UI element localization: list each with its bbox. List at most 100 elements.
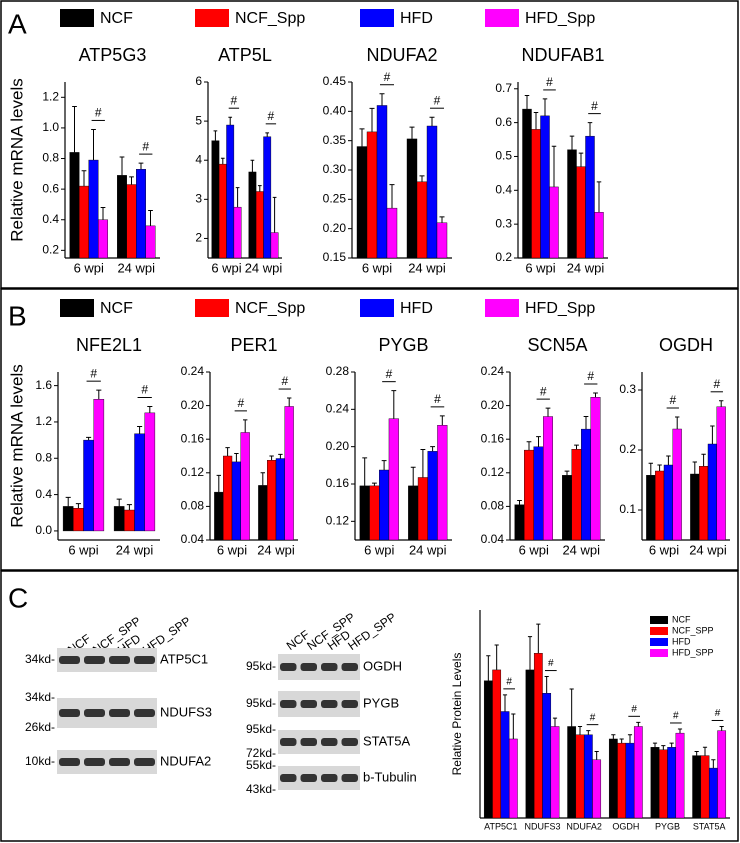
bar xyxy=(663,464,674,541)
bar xyxy=(567,149,577,259)
band-label: STAT5A xyxy=(363,733,411,748)
significance-label: # xyxy=(386,367,393,381)
error-bar xyxy=(657,464,662,471)
error-bar xyxy=(75,503,81,509)
significance-label: # xyxy=(141,383,148,397)
significance-label: # xyxy=(281,374,288,388)
y-tick-label: 3 xyxy=(195,192,202,206)
significance-label: # xyxy=(673,711,679,722)
error-bar xyxy=(439,216,445,223)
blot-band xyxy=(134,758,155,766)
legend-swatch xyxy=(60,299,94,317)
panel-label: B xyxy=(8,300,27,331)
bar xyxy=(707,443,718,541)
band-label: PYGB xyxy=(363,695,399,710)
y-tick-label: 0.15 xyxy=(323,250,347,264)
y-tick-label: 1.0 xyxy=(42,120,59,134)
error-bar xyxy=(257,185,262,192)
x-tick-label: 24 wpi xyxy=(567,260,605,275)
significance-label: # xyxy=(506,677,512,688)
bar xyxy=(408,485,419,541)
bar xyxy=(549,186,559,259)
bar xyxy=(369,485,380,541)
blot-band xyxy=(321,663,338,671)
bar xyxy=(124,509,135,532)
error-bar xyxy=(72,105,77,153)
bar xyxy=(617,742,627,819)
significance-label: # xyxy=(669,393,676,407)
x-tick-label: PYGB xyxy=(655,821,680,831)
bar xyxy=(98,219,108,259)
legend-label: NCF_Spp xyxy=(235,300,305,317)
error-bar xyxy=(594,750,599,760)
error-bar xyxy=(225,447,230,456)
y-tick-label: 0.20 xyxy=(326,439,350,453)
chart-title: OGDH xyxy=(659,335,713,355)
band-label: OGDH xyxy=(363,658,402,673)
bar xyxy=(233,206,242,259)
panel-frame xyxy=(0,0,739,289)
significance-label: # xyxy=(95,106,102,120)
error-bar xyxy=(675,416,680,429)
bar xyxy=(550,726,560,819)
error-bar xyxy=(545,407,551,417)
error-bar xyxy=(391,390,397,419)
y-tick-label: 5 xyxy=(195,113,202,127)
error-bar xyxy=(593,392,598,398)
y-tick-label: 0.4 xyxy=(495,182,512,196)
bar xyxy=(240,432,250,541)
bar xyxy=(144,412,156,532)
bar xyxy=(436,222,448,259)
y-tick-label: 0.8 xyxy=(35,450,52,464)
error-bar xyxy=(652,742,658,748)
bar xyxy=(524,449,534,541)
error-bar xyxy=(235,187,240,208)
error-bar xyxy=(220,157,225,165)
significance-label: # xyxy=(590,712,596,723)
legend-swatch xyxy=(195,9,229,27)
band-label: NDUFA2 xyxy=(160,753,211,768)
bar xyxy=(376,105,388,259)
y-tick-label: 0.20 xyxy=(181,398,205,412)
y-tick-label: 0.4 xyxy=(35,487,52,501)
bar xyxy=(542,693,552,819)
bar xyxy=(716,406,726,541)
y-tick-label: 0.12 xyxy=(181,465,205,479)
bar xyxy=(416,181,428,259)
bar xyxy=(533,446,544,541)
significance-label: # xyxy=(268,109,275,123)
blot-band xyxy=(109,758,130,766)
error-bar xyxy=(627,734,633,744)
bar xyxy=(69,152,80,259)
error-bar xyxy=(583,416,589,430)
error-bar xyxy=(359,128,365,147)
error-bar xyxy=(648,462,653,476)
bar xyxy=(699,466,709,541)
chart-title: ATP5L xyxy=(218,45,272,65)
y-tick-label: 0.6 xyxy=(495,115,512,129)
y-tick-label: 2 xyxy=(195,231,202,245)
error-bar xyxy=(661,745,666,750)
x-tick-label: NDUFA2 xyxy=(566,821,602,831)
chart-title: PER1 xyxy=(230,335,277,355)
error-bar xyxy=(701,453,706,467)
significance-label: # xyxy=(546,75,553,89)
legend-swatch xyxy=(60,9,94,27)
chart-title: NDUFAB1 xyxy=(521,45,604,65)
error-bar xyxy=(250,159,255,172)
x-tick-label: NDUFS3 xyxy=(524,821,560,831)
significance-label: # xyxy=(715,708,721,719)
y-tick-label: 0.6 xyxy=(42,181,59,195)
blot-band xyxy=(300,663,317,671)
y-tick-label: 0.28 xyxy=(326,364,350,378)
panel-label: A xyxy=(8,8,27,39)
y-axis-label: Relative Protein Levels xyxy=(450,653,464,776)
bar xyxy=(73,508,84,532)
blot-band xyxy=(59,656,80,664)
legend-swatch xyxy=(360,9,394,27)
bar xyxy=(692,755,702,819)
error-bar xyxy=(81,170,87,187)
y-tick-label: 0.2 xyxy=(495,250,512,264)
chart-title: ATP5G3 xyxy=(79,45,147,65)
error-bar xyxy=(96,389,102,400)
